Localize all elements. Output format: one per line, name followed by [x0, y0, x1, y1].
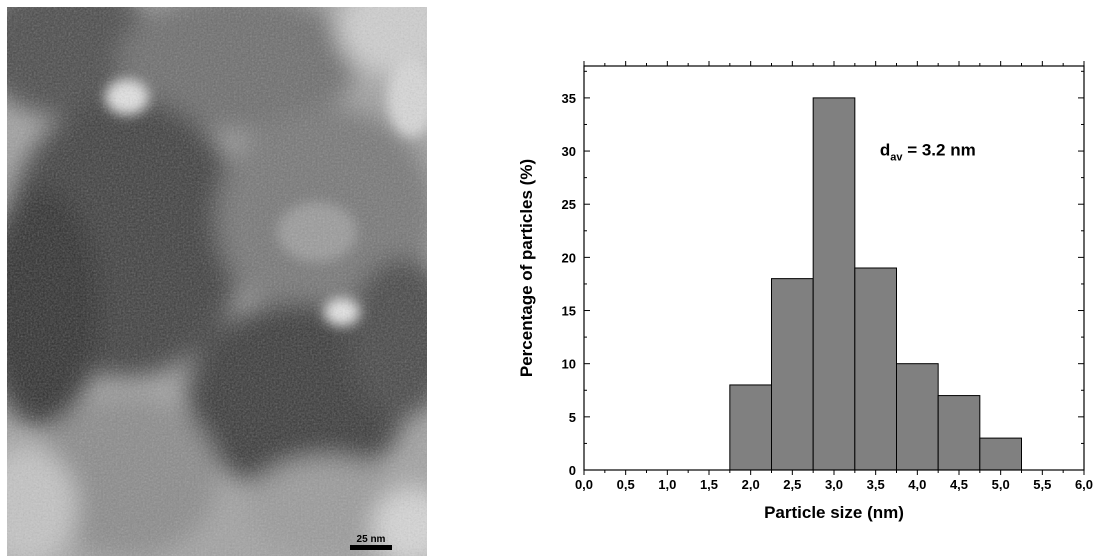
scale-bar [350, 545, 392, 550]
y-tick-label: 10 [562, 357, 576, 372]
micrograph-image: 25 nm [7, 7, 427, 556]
histogram-bar [729, 384, 772, 471]
average-size-annotation: dav = 3.2 nm [880, 140, 976, 163]
bar-group [729, 97, 1023, 471]
y-tick-label: 5 [569, 410, 576, 425]
y-axis-title: Percentage of particles (%) [517, 159, 536, 377]
histogram-bar [854, 267, 898, 471]
y-tick-label: 30 [562, 144, 576, 159]
annotation-main: d [880, 140, 890, 159]
y-tick-label: 15 [562, 304, 576, 319]
tick-group: 0,0 0,5 1,0 1,5 2,0 2,5 3,0 3,5 4,0 4,5 5,0 5,5 6,0 0… [562, 61, 1093, 492]
x-tick-label: 1,0 [658, 477, 676, 492]
histogram-bar [771, 278, 814, 471]
histogram-bar [937, 395, 981, 471]
histogram-bar [896, 363, 939, 471]
x-tick-label: 2,5 [783, 477, 801, 492]
histogram-panel: 0,0 0,5 1,0 1,5 2,0 2,5 3,0 3,5 4,0 4,5 5,0 5,5 6,0 0… [500, 40, 1100, 556]
histogram-bar [979, 437, 1023, 471]
annotation-subscript: av [890, 151, 903, 163]
scale-bar-label: 25 nm [357, 534, 386, 545]
x-tick-label: 6,0 [1075, 477, 1093, 492]
x-tick-label: 1,5 [700, 477, 718, 492]
x-tick-label: 3,5 [867, 477, 885, 492]
annotation-value: = 3.2 nm [902, 140, 975, 159]
x-tick-label: 5,5 [1033, 477, 1051, 492]
histogram-bar [812, 97, 856, 471]
x-tick-label: 5,0 [992, 477, 1010, 492]
y-tick-label: 0 [569, 463, 576, 478]
histogram-chart: 0,0 0,5 1,0 1,5 2,0 2,5 3,0 3,5 4,0 4,5 5,0 5,5 6,0 0… [517, 61, 1093, 522]
x-tick-label: 2,0 [742, 477, 760, 492]
y-tick-label: 25 [562, 197, 576, 212]
x-tick-label: 3,0 [825, 477, 843, 492]
x-tick-label: 4,0 [908, 477, 926, 492]
x-tick-label: 4,5 [950, 477, 968, 492]
tem-micrograph: 25 nm [7, 7, 427, 556]
x-tick-label: 0,0 [575, 477, 593, 492]
x-axis-title: Particle size (nm) [764, 503, 904, 522]
x-tick-label: 0,5 [617, 477, 635, 492]
y-tick-label: 35 [562, 91, 576, 106]
y-tick-label: 20 [562, 250, 576, 265]
